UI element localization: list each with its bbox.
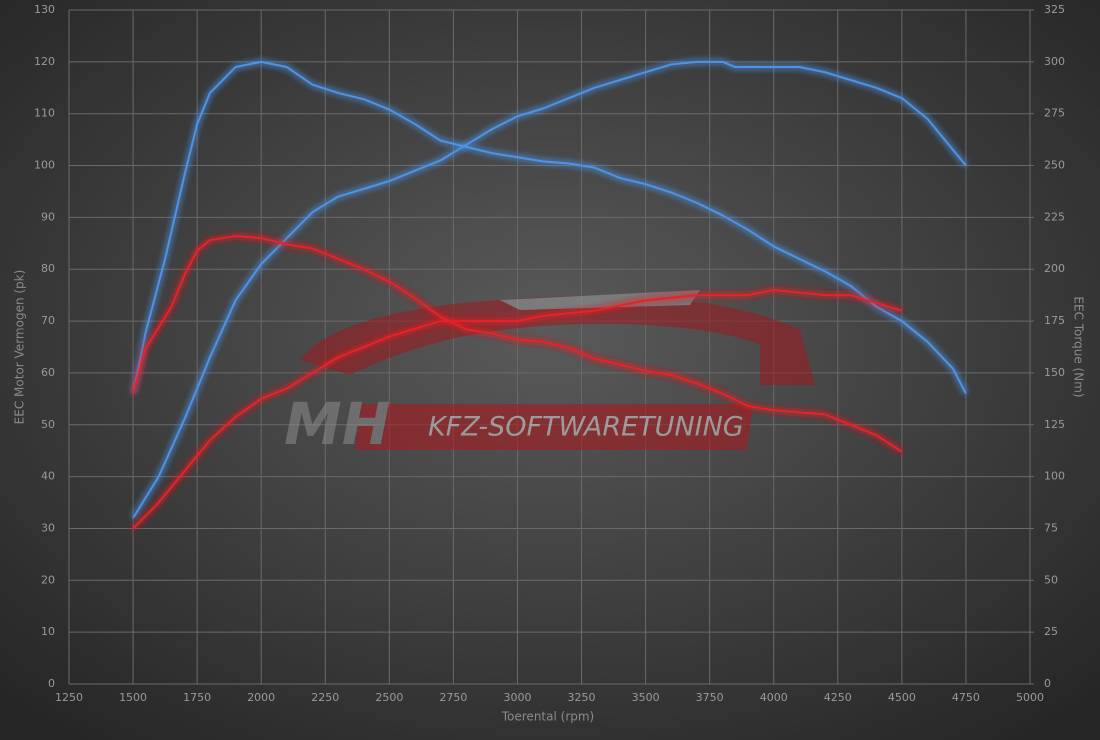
x-tick-label: 1500 [119,691,147,704]
x-tick-label: 3500 [632,691,660,704]
y2-tick-label: 0 [1044,677,1051,690]
y-tick-label: 130 [34,3,55,16]
line [132,60,967,395]
y-tick-label: 90 [41,210,55,223]
y-tick-label: 0 [48,677,55,690]
y-tick-label: 50 [41,418,55,431]
y2-tick-label: 75 [1044,521,1058,534]
y2-tick-label: 125 [1044,418,1065,431]
y2-tick-label: 250 [1044,159,1065,172]
x-tick-label: 3750 [696,691,724,704]
x-tick-label: 3000 [503,691,531,704]
logo-car [300,295,815,385]
x-tick-label: 3250 [568,691,596,704]
y2-axis-title: EEC Torque (Nm) [1072,296,1086,397]
x-tick-label: 2750 [439,691,467,704]
y-tick-label: 80 [41,262,55,275]
y-tick-label: 10 [41,625,55,638]
line [132,235,903,453]
logo-text: KFZ-SOFTWARETUNING [428,412,744,443]
line [132,60,967,519]
y2-tick-label: 300 [1044,55,1065,68]
x-tick-label: 4500 [888,691,916,704]
y2-tick-label: 50 [1044,573,1058,586]
y2-tick-label: 200 [1044,262,1065,275]
y-tick-label: 20 [41,573,55,586]
y2-tick-label: 325 [1044,3,1065,16]
x-tick-label: 2500 [375,691,403,704]
y2-tick-label: 100 [1044,470,1065,483]
y2-tick-label: 175 [1044,314,1065,327]
x-tick-label: 4250 [824,691,852,704]
y-tick-label: 60 [41,366,55,379]
x-tick-label: 5000 [1016,691,1044,704]
x-tick-label: 4000 [760,691,788,704]
x-tick-label: 4750 [952,691,980,704]
y-tick-label: 100 [34,159,55,172]
y-tick-label: 110 [34,107,55,120]
y2-tick-label: 225 [1044,210,1065,223]
y-tick-label: 120 [34,55,55,68]
y-tick-label: 30 [41,521,55,534]
watermark: MH KFZ-SOFTWARETUNING [284,290,815,458]
x-tick-label: 1250 [55,691,83,704]
y2-tick-label: 25 [1044,625,1058,638]
logo-roof [500,290,700,310]
logo-band [354,404,754,450]
y2-tick-label: 275 [1044,107,1065,120]
x-tick-label: 1750 [183,691,211,704]
y2-tick-label: 150 [1044,366,1065,379]
x-tick-label: 2250 [311,691,339,704]
y-axis-title: EEC Motor Vermogen (pk) [13,270,27,425]
y-tick-label: 70 [41,314,55,327]
grid [68,9,1031,685]
logo-mh: MH [284,390,390,458]
x-axis-title: Toerental (rpm) [501,710,594,724]
line [132,288,903,530]
y-tick-label: 40 [41,470,55,483]
x-tick-label: 2000 [247,691,275,704]
